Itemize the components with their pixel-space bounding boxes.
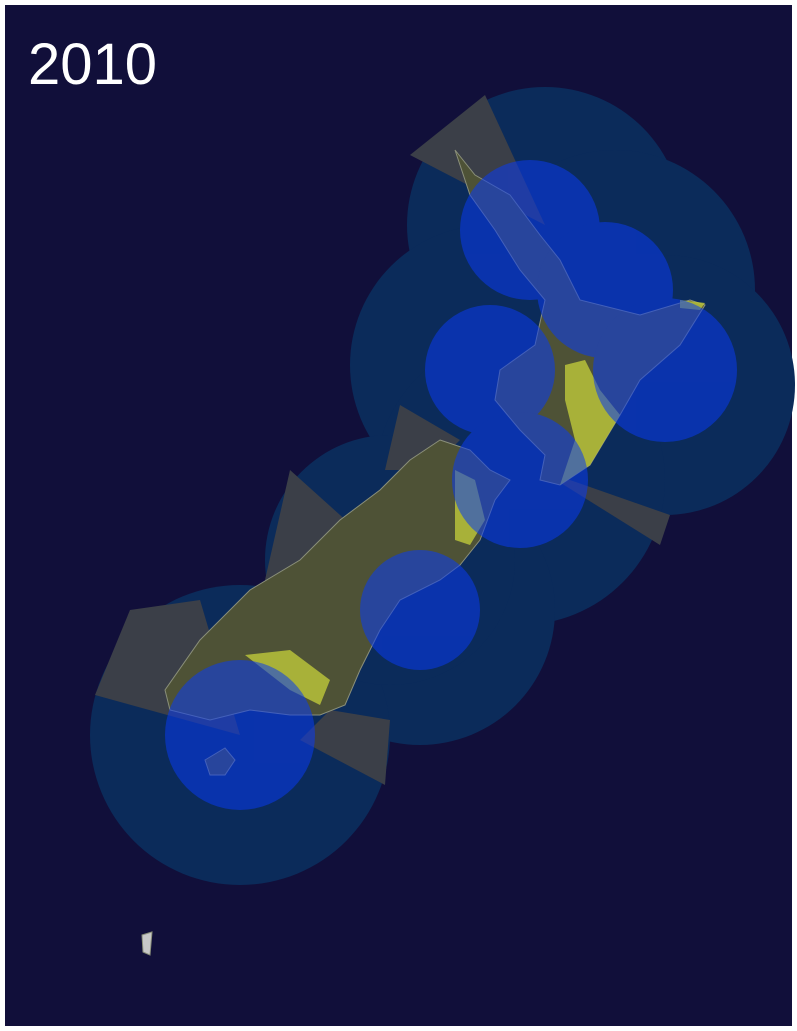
coverage-inner: [165, 160, 737, 810]
year-title: 2010: [28, 32, 157, 97]
